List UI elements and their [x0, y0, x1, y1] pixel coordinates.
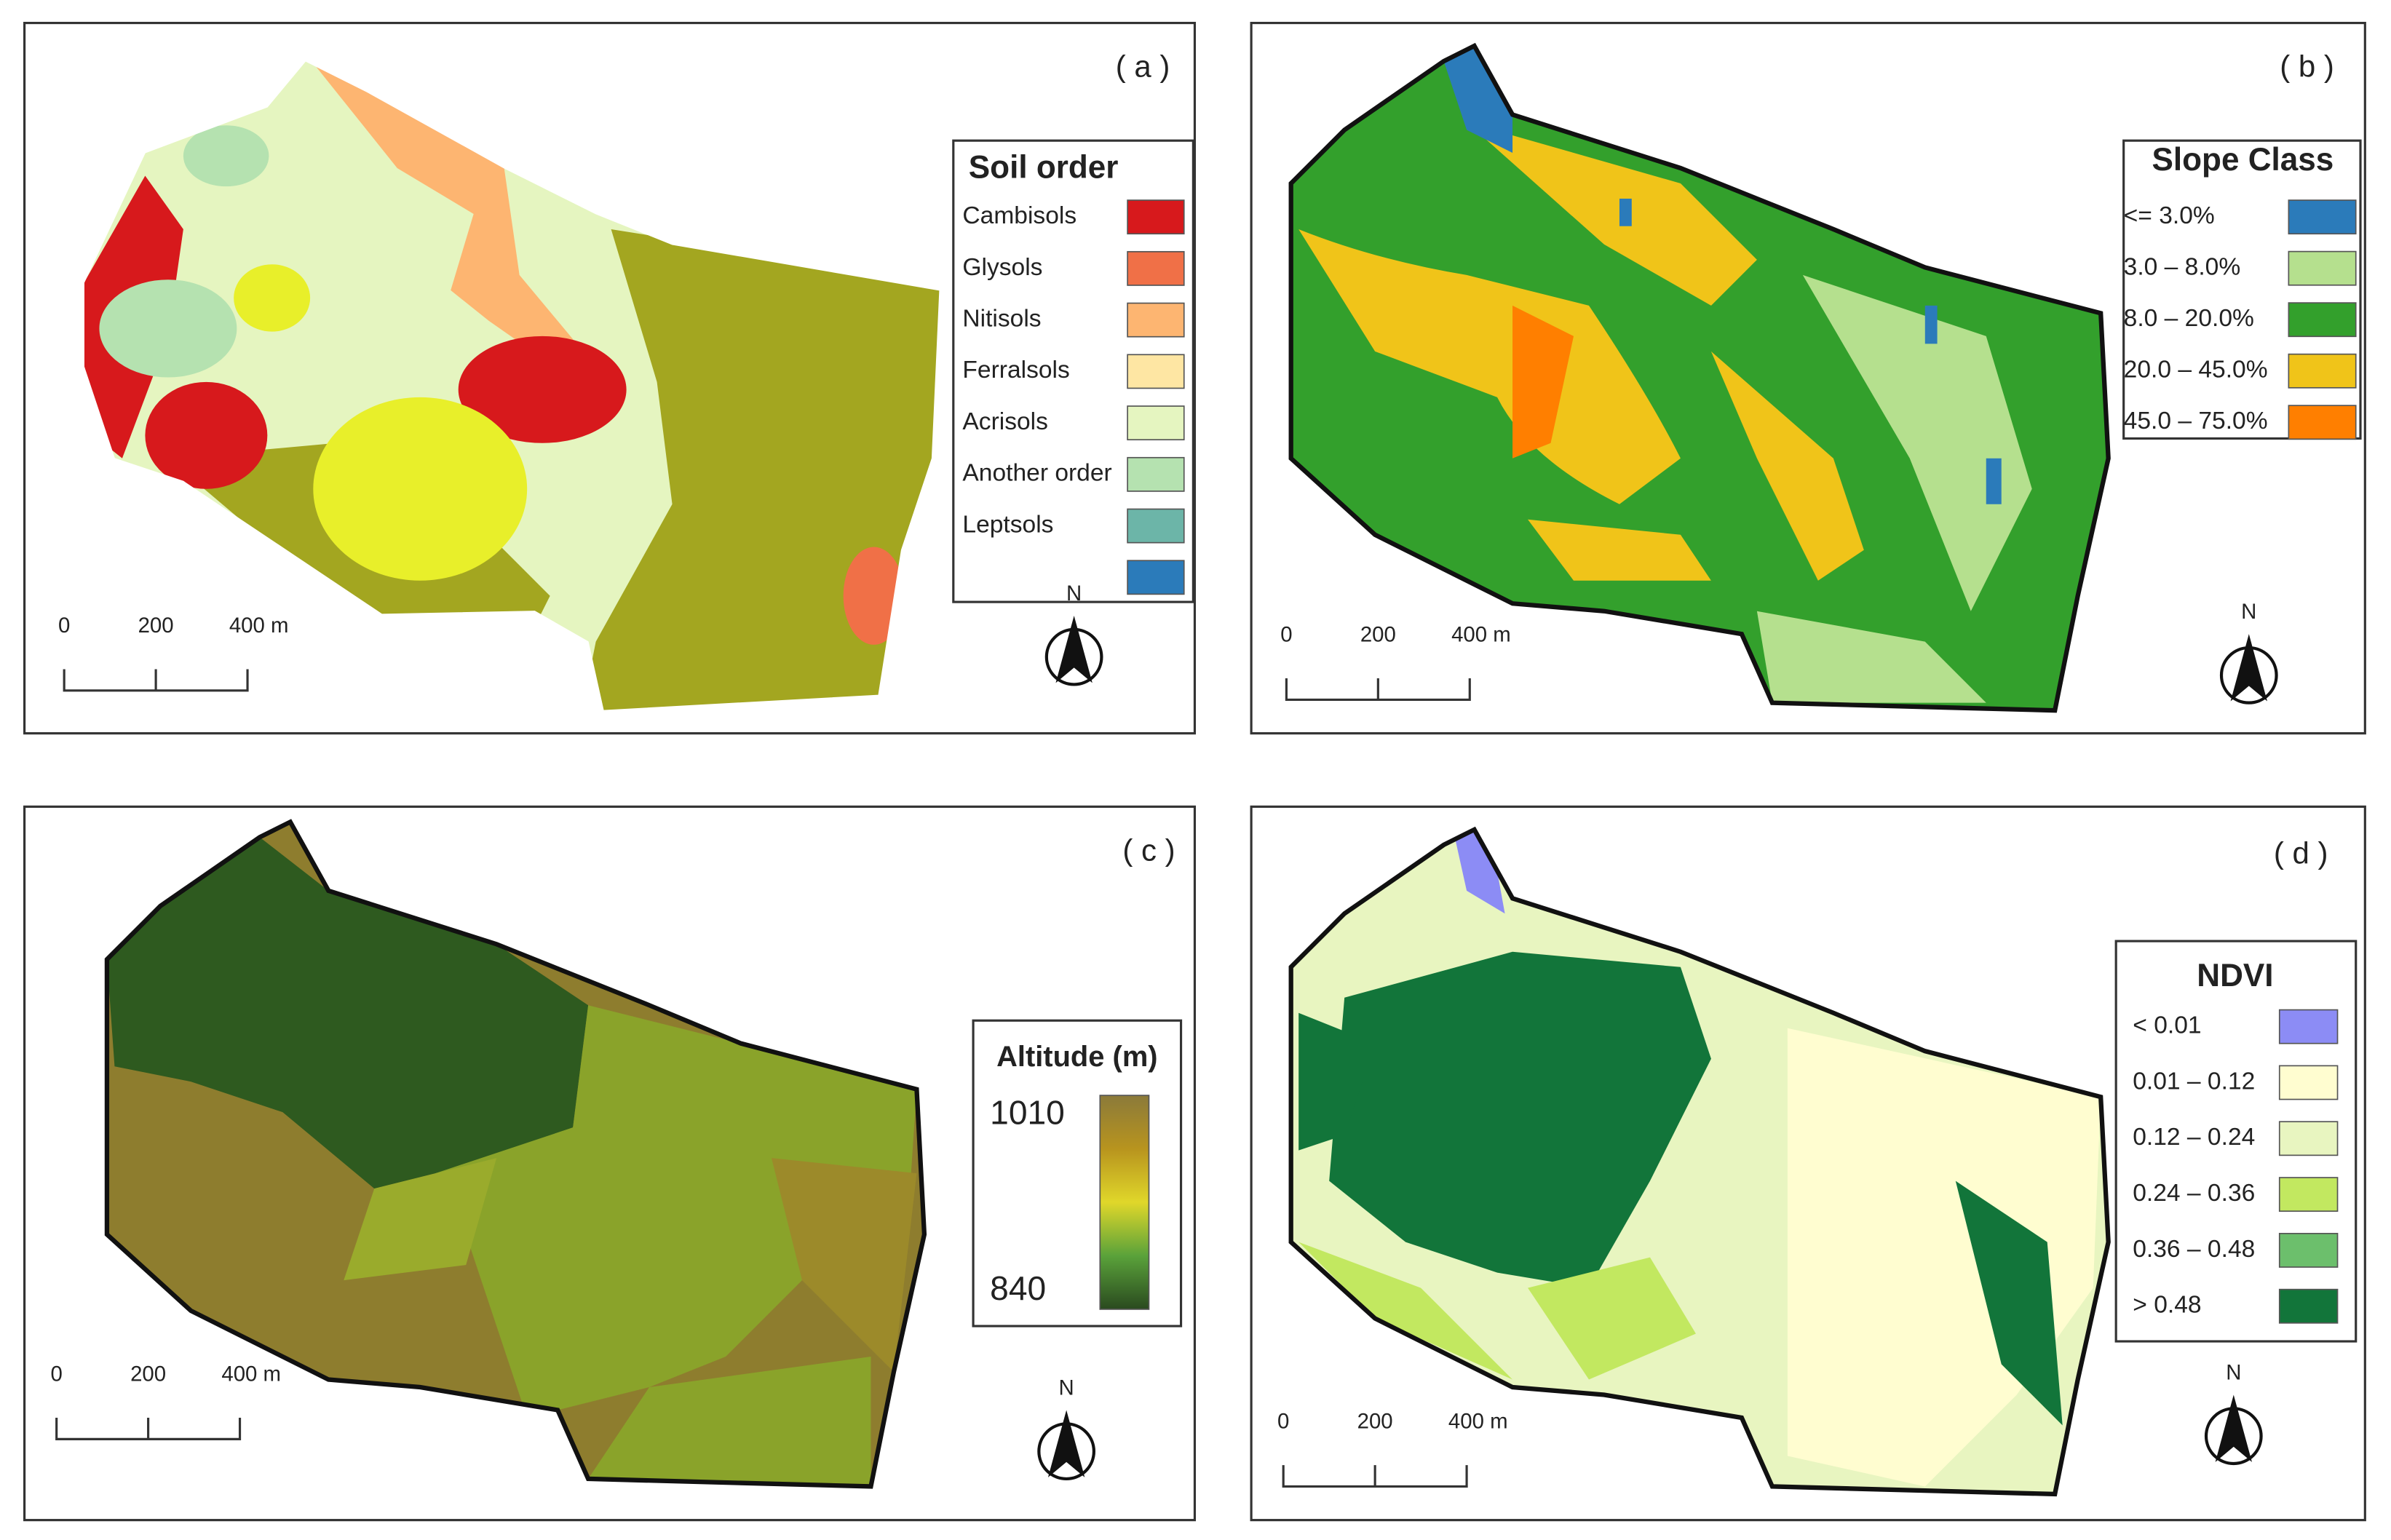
scale-bar	[1285, 678, 1471, 702]
legend-swatch	[2278, 1233, 2339, 1268]
north-label: N	[2241, 600, 2256, 624]
north-arrow	[1047, 1410, 1085, 1477]
legend-swatch	[2278, 1177, 2339, 1212]
legend-label: 0.12 – 0.24	[2133, 1124, 2255, 1151]
panel-label: ( d )	[2274, 836, 2328, 870]
legend-max: 1010	[990, 1094, 1065, 1132]
panel-frame	[1250, 21, 2366, 735]
legend-swatch	[1127, 354, 1185, 389]
legend-title: Soil order	[969, 150, 1119, 186]
legend-box	[2122, 139, 2362, 440]
legend-label: > 0.48	[2133, 1292, 2201, 1319]
legend-title: Altitude (m)	[996, 1041, 1158, 1073]
legend-swatch	[1127, 456, 1185, 492]
legend-label: 3.0 – 8.0%	[2124, 254, 2241, 281]
legend-swatch	[2288, 302, 2357, 338]
panel-label: ( a )	[1116, 49, 1170, 84]
scale-label: 0	[1277, 1410, 1289, 1434]
legend-swatch	[1127, 199, 1185, 235]
legend-label: 0.01 – 0.12	[2133, 1068, 2255, 1095]
north-label: N	[2226, 1361, 2241, 1385]
legend-swatch	[2278, 1121, 2339, 1156]
legend-label: 8.0 – 20.0%	[2124, 305, 2254, 332]
scale-bar	[63, 669, 249, 692]
legend-label: 0.24 – 0.36	[2133, 1180, 2255, 1207]
panel-frame	[1250, 805, 2366, 1522]
ndvi-map	[1268, 814, 2123, 1517]
legend-label: Leptsols	[962, 511, 1053, 538]
legend-swatch	[2278, 1065, 2339, 1100]
legend-swatch	[2278, 1288, 2339, 1324]
scale-label: 400 m	[1451, 623, 1511, 647]
legend-ramp	[1099, 1095, 1150, 1310]
legend-label: < 0.01	[2133, 1012, 2201, 1039]
legend-swatch	[2288, 199, 2357, 235]
panel-label: ( c )	[1122, 833, 1175, 867]
boundary	[83, 60, 940, 711]
legend-swatch	[2288, 405, 2357, 440]
scale-label: 200	[1360, 623, 1396, 647]
legend-label: 20.0 – 45.0%	[2124, 357, 2268, 384]
scale-label: 0	[1280, 623, 1292, 647]
legend-title: NDVI	[2197, 958, 2273, 993]
panel-frame	[23, 21, 1197, 735]
panel-label: ( b )	[2280, 49, 2334, 84]
legend-swatch	[1127, 560, 1185, 595]
scale-label: 400 m	[229, 614, 289, 638]
legend-label: Cambisols	[962, 202, 1076, 229]
legend-label: Acrisols	[962, 408, 1048, 435]
scale-label: 200	[130, 1362, 166, 1386]
legend-title: Slope Class	[2152, 142, 2333, 178]
panel-frame	[23, 805, 1197, 1522]
scale-label: 400 m	[1448, 1410, 1508, 1434]
legend-swatch	[2288, 250, 2357, 286]
legend-swatch	[2288, 353, 2357, 389]
legend-swatch	[1127, 508, 1185, 544]
legend-swatch	[2278, 1009, 2339, 1044]
legend-label: 0.36 – 0.48	[2133, 1236, 2255, 1263]
scale-label: 0	[58, 614, 70, 638]
legend-label: Glysols	[962, 254, 1042, 281]
scale-bar	[1282, 1465, 1468, 1488]
north-arrow	[1055, 615, 1093, 683]
soil-map	[84, 61, 940, 711]
legend-label: Another order	[962, 460, 1111, 487]
north-label: N	[1059, 1376, 1074, 1400]
scale-label: 0	[50, 1362, 62, 1386]
altitude-map	[84, 806, 939, 1509]
scale-label: 400 m	[221, 1362, 281, 1386]
scale-label: 200	[138, 614, 174, 638]
legend-swatch	[1127, 302, 1185, 338]
legend-label: 45.0 – 75.0%	[2124, 408, 2268, 434]
legend-label: Ferralsols	[962, 357, 1069, 384]
legend-label: <= 3.0%	[2124, 202, 2215, 229]
legend-min: 840	[990, 1269, 1046, 1307]
scale-label: 200	[1357, 1410, 1393, 1434]
legend-swatch	[1127, 250, 1185, 286]
scale-bar	[55, 1417, 242, 1440]
legend-swatch	[1127, 405, 1185, 441]
legend-label: Nitisols	[962, 305, 1041, 332]
north-arrow	[2215, 1394, 2252, 1462]
north-label: N	[1066, 582, 1082, 606]
north-arrow	[2230, 634, 2267, 702]
